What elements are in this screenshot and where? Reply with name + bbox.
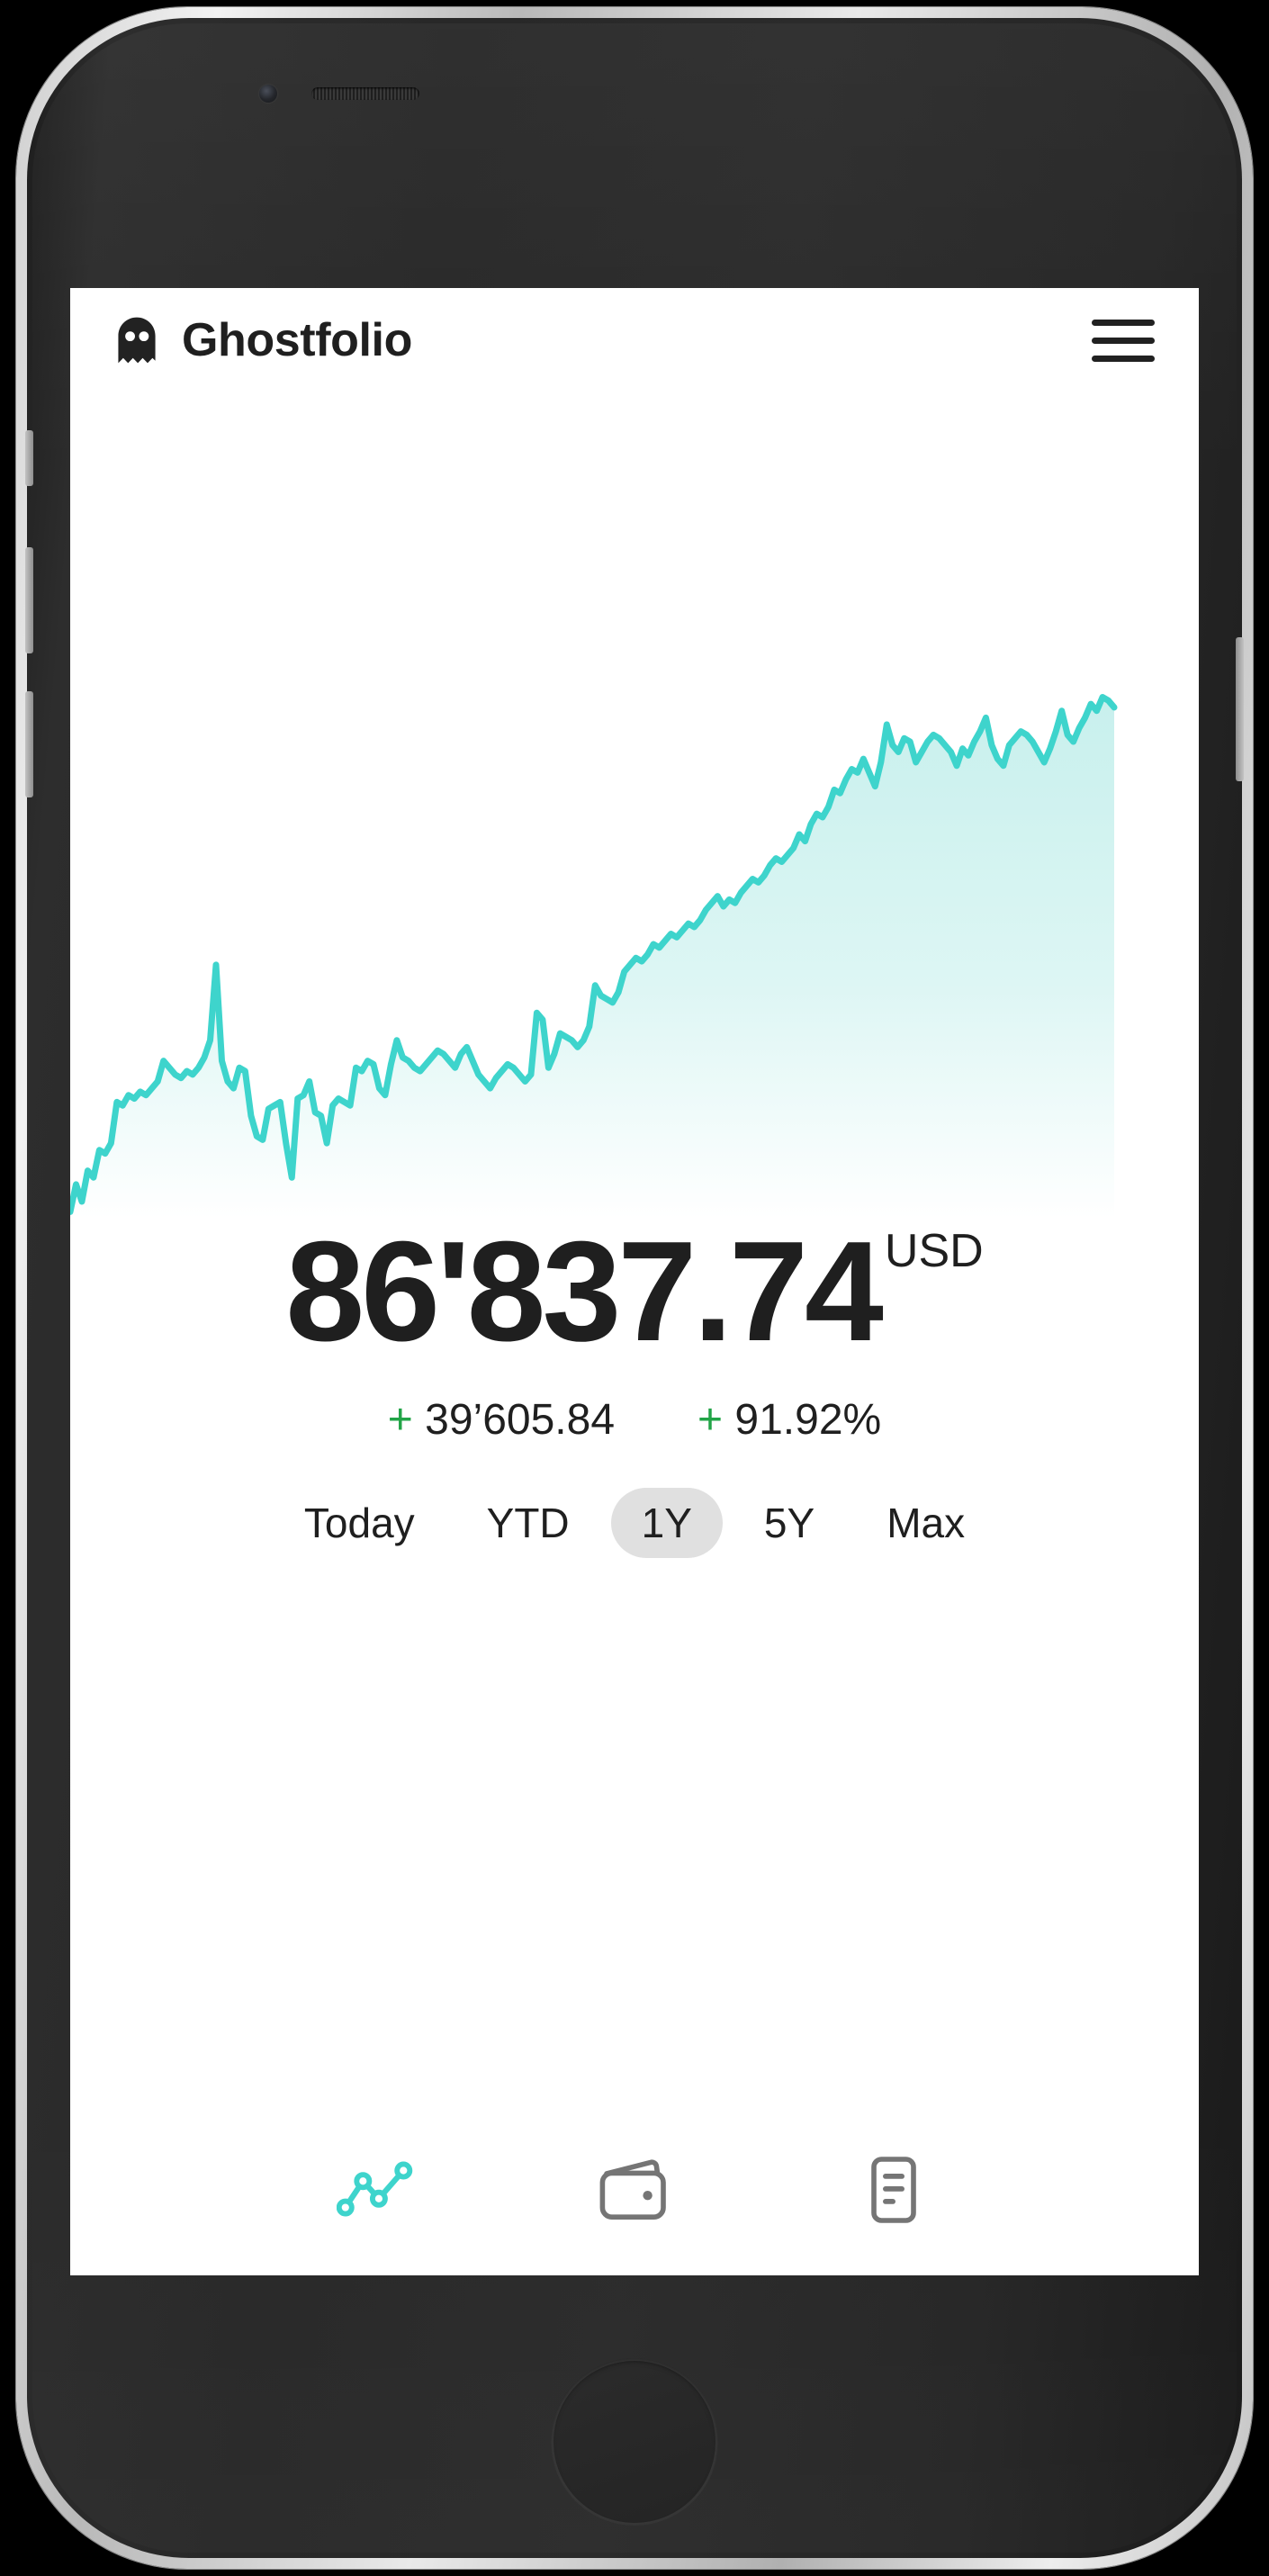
chart-top-spacer (70, 392, 1199, 662)
volume-up-button[interactable] (25, 547, 33, 653)
main-bottom-spacer (70, 1558, 1199, 2124)
phone-screen: Ghostfolio (70, 288, 1199, 2275)
absolute-change-sign: + (387, 1396, 413, 1444)
range-tab-max[interactable]: Max (886, 1500, 966, 1546)
bottom-navigation (70, 2124, 1199, 2275)
hamburger-menu-icon[interactable] (1087, 304, 1159, 376)
range-tab-today[interactable]: Today (303, 1500, 415, 1546)
line-chart-icon (337, 2161, 413, 2217)
nav-item-analysis[interactable] (326, 2145, 425, 2235)
portfolio-change-row: + 39’605.84 + 91.92% (70, 1395, 1199, 1445)
ghost-icon (118, 317, 156, 364)
percent-change: + 91.92% (698, 1395, 881, 1445)
date-range-tabs: Today YTD 1Y 5Y Max (70, 1488, 1199, 1558)
document-icon (871, 2157, 916, 2223)
app-header: Ghostfolio (70, 288, 1199, 392)
wallet-icon (599, 2159, 666, 2220)
portfolio-amount: 86'837.74 (285, 1212, 884, 1371)
app-main: 86'837.74 USD + 39’605.84 + 91.92% Today… (70, 392, 1199, 2275)
speaker-grille-icon (311, 87, 419, 100)
brand-logo-link[interactable]: Ghostfolio (112, 315, 412, 365)
portfolio-currency: USD (884, 1225, 984, 1277)
range-tab-ytd[interactable]: YTD (486, 1500, 570, 1546)
nav-item-holdings[interactable] (585, 2145, 684, 2235)
brand-name: Ghostfolio (182, 314, 412, 366)
percent-change-value: 91.92% (734, 1396, 882, 1444)
range-tab-5y[interactable]: 5Y (763, 1500, 815, 1546)
camera-lens-icon (259, 85, 277, 103)
absolute-change-value: 39’605.84 (425, 1396, 616, 1444)
percent-change-sign: + (698, 1396, 724, 1444)
mute-switch[interactable] (25, 430, 33, 486)
absolute-change: + 39’605.84 (388, 1395, 615, 1445)
home-button[interactable] (551, 2358, 718, 2526)
nav-item-summary[interactable] (844, 2145, 943, 2235)
volume-down-button[interactable] (25, 691, 33, 797)
portfolio-chart-svg (70, 694, 1118, 1219)
portfolio-performance-chart[interactable] (70, 662, 1199, 1219)
range-tab-1y[interactable]: 1Y (610, 1488, 723, 1558)
portfolio-value: 86'837.74 USD (285, 1220, 983, 1363)
portfolio-value-block: 86'837.74 USD + 39’605.84 + 91.92% Today… (70, 1219, 1199, 1558)
power-button[interactable] (1236, 637, 1244, 781)
